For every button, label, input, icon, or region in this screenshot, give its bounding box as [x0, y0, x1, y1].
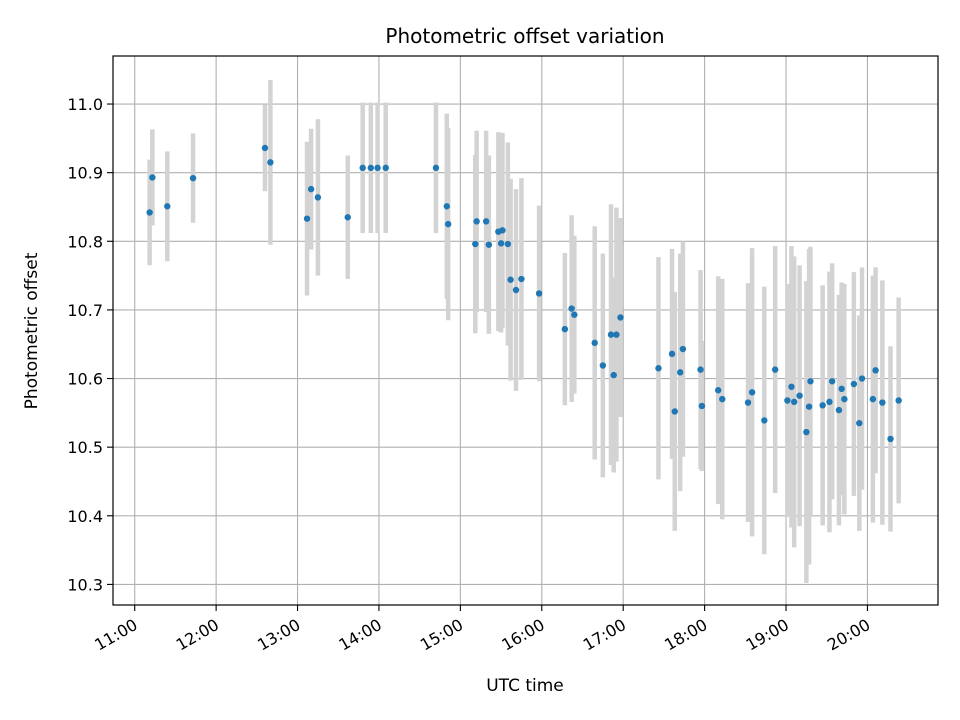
- data-point: [679, 345, 687, 353]
- data-point: [374, 164, 381, 172]
- data-point: [819, 402, 826, 409]
- data-point: [359, 164, 366, 172]
- data-point: [367, 164, 375, 172]
- data-point: [504, 240, 512, 248]
- data-point: [850, 380, 858, 388]
- data-point: [826, 398, 833, 406]
- data-point: [432, 164, 440, 172]
- data-points: [146, 144, 902, 443]
- chart-title: Photometric offset variation: [385, 24, 664, 48]
- data-point: [668, 350, 676, 358]
- data-point: [568, 305, 575, 312]
- data-point: [771, 366, 779, 373]
- data-point: [444, 220, 452, 228]
- data-point: [805, 403, 813, 410]
- data-point: [841, 395, 848, 403]
- y-axis-ticks: 10.3 10.4 10.5 10.6 10.7 10.8 10.9 11.0: [67, 95, 113, 594]
- data-point: [872, 367, 879, 374]
- data-point: [835, 406, 843, 414]
- data-point: [784, 397, 791, 404]
- data-point: [607, 331, 615, 338]
- x-axis-label: UTC time: [486, 676, 564, 696]
- data-point: [507, 276, 514, 283]
- data-point: [382, 164, 389, 172]
- data-point: [314, 194, 322, 201]
- data-point: [267, 159, 274, 166]
- data-point: [856, 419, 863, 427]
- data-point: [518, 275, 525, 283]
- data-point: [189, 174, 197, 182]
- data-point: [482, 218, 490, 225]
- data-point: [879, 399, 886, 406]
- data-point: [591, 339, 598, 347]
- data-point: [472, 240, 479, 248]
- y-tick-label: 10.8: [67, 232, 103, 251]
- y-tick-label: 10.5: [67, 438, 103, 457]
- data-point: [676, 369, 684, 376]
- data-point: [535, 290, 543, 297]
- data-point: [499, 227, 506, 234]
- y-tick-label: 10.6: [67, 370, 103, 389]
- y-tick-label: 10.9: [67, 164, 103, 183]
- data-point: [485, 241, 493, 248]
- data-point: [344, 214, 351, 221]
- data-point: [512, 286, 520, 294]
- y-axis-label: Photometric offset: [22, 252, 42, 409]
- data-point: [698, 402, 706, 410]
- data-point: [807, 378, 814, 385]
- data-point: [858, 375, 866, 382]
- data-point: [146, 209, 153, 216]
- data-point: [303, 215, 311, 222]
- data-point: [744, 399, 752, 406]
- data-point: [610, 371, 617, 379]
- data-point: [838, 385, 845, 393]
- data-point: [149, 174, 156, 181]
- data-point: [613, 331, 620, 338]
- data-point: [790, 398, 798, 406]
- data-point: [869, 395, 877, 403]
- data-point: [697, 366, 704, 373]
- data-point: [671, 408, 678, 415]
- y-tick-label: 10.4: [67, 507, 103, 526]
- data-point: [714, 387, 722, 394]
- data-point: [788, 383, 795, 390]
- data-point: [571, 311, 578, 318]
- data-point: [443, 203, 450, 210]
- data-point: [761, 417, 768, 424]
- y-tick-label: 10.7: [67, 301, 103, 320]
- data-point: [164, 203, 171, 210]
- y-tick-label: 11.0: [67, 95, 103, 114]
- data-point: [617, 314, 624, 321]
- data-point: [307, 185, 315, 193]
- data-point: [887, 435, 894, 443]
- data-point: [748, 389, 756, 396]
- y-tick-label: 10.3: [67, 575, 103, 594]
- data-point: [828, 378, 836, 385]
- data-point: [599, 362, 607, 369]
- data-point: [803, 428, 810, 436]
- data-point: [655, 365, 662, 372]
- data-point: [796, 392, 803, 399]
- data-point: [719, 395, 726, 403]
- data-point: [497, 240, 505, 247]
- data-point: [895, 397, 902, 404]
- data-point: [261, 144, 269, 152]
- data-point: [473, 218, 480, 225]
- plot-frame: [112, 55, 939, 606]
- data-point: [561, 325, 569, 333]
